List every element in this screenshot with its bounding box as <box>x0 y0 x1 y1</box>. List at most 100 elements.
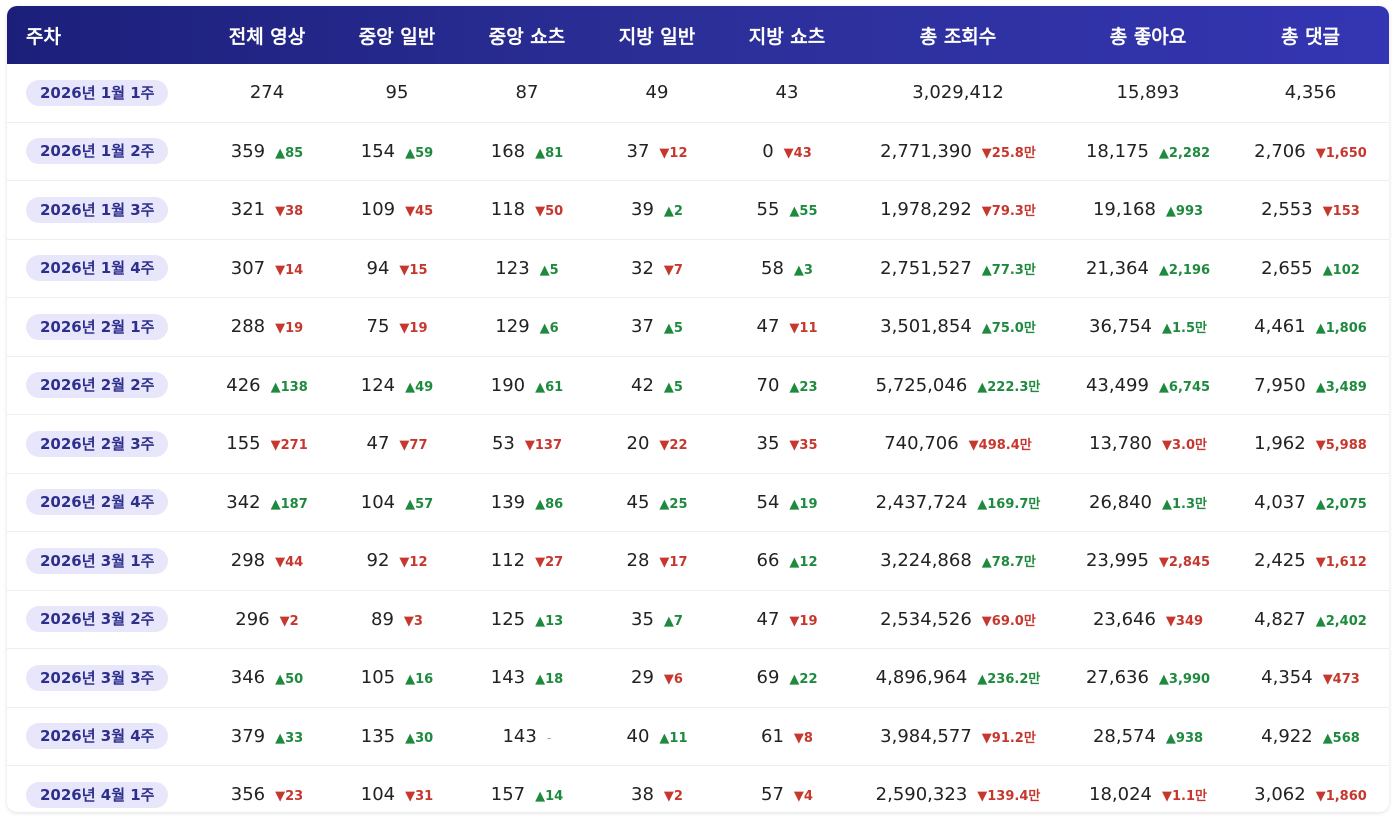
total-likes-value: 28,574 <box>1092 725 1156 747</box>
week-cell: 2026년 2월 4주 <box>7 473 202 532</box>
local-shorts-cell: 0 ▼43 <box>722 122 852 181</box>
total-views-value: 3,029,412 <box>912 82 1004 104</box>
central-shorts-cell: 53 ▼137 <box>462 414 592 474</box>
table-row: 2026년 3월 3주 346 ▲50 105 ▲16 143 ▲18 29 ▼6 69 ▲22 4,… <box>7 648 1389 708</box>
total-comments-cell: 2,655 ▲102 <box>1232 239 1389 298</box>
local-general-value: 20 <box>626 433 650 455</box>
col-header-total-videos[interactable]: 전체 영상 <box>228 25 306 48</box>
central-shorts-value: 53 <box>491 433 515 455</box>
total-likes-value: 23,646 <box>1092 608 1156 630</box>
local-general-change-indicator: ▲2 <box>663 204 683 220</box>
col-header-central-shorts[interactable]: 중앙 쇼츠 <box>488 25 566 48</box>
local-shorts-change-indicator: ▼35 <box>789 438 818 454</box>
table-row: 2026년 2월 1주 288 ▼19 75 ▼19 129 ▲6 37 ▲5 47 ▼11 3,50… <box>7 297 1389 357</box>
central-shorts-change-indicator: ▲81 <box>535 145 564 161</box>
total-likes-value: 27,636 <box>1085 667 1149 689</box>
local-general-value: 37 <box>626 140 650 162</box>
week-cell: 2026년 1월 1주 <box>7 64 202 123</box>
central-shorts-change-indicator: ▲13 <box>535 613 564 629</box>
local-shorts-change-indicator: ▼8 <box>793 730 813 746</box>
total-likes-value: 36,754 <box>1089 316 1152 338</box>
central-shorts-value: 87 <box>515 82 539 104</box>
central-general-change-indicator: ▼15 <box>399 262 428 278</box>
total-comments-change-indicator: ▼473 <box>1322 672 1360 688</box>
local-general-cell: 49 <box>592 64 722 123</box>
total-views-change-indicator: ▲169.7만 <box>977 496 1041 512</box>
total-comments-change-indicator: ▲568 <box>1322 730 1360 746</box>
total-likes-cell: 23,995 ▼2,845 <box>1064 531 1232 591</box>
total-videos-cell: 342 ▲187 <box>202 473 332 532</box>
col-header-week[interactable]: 주차 <box>26 25 61 48</box>
local-general-value: 35 <box>631 608 654 630</box>
total-comments-value: 2,553 <box>1261 199 1313 221</box>
local-shorts-change-indicator: ▼4 <box>793 789 813 805</box>
total-videos-cell: 288 ▼19 <box>202 297 332 357</box>
week-cell: 2026년 3월 3주 <box>7 648 202 708</box>
local-shorts-value: 54 <box>756 491 780 513</box>
total-views-cell: 2,751,527 ▲77.3만 <box>852 239 1064 298</box>
total-likes-value: 26,840 <box>1089 491 1152 513</box>
total-videos-change-indicator: ▲85 <box>275 145 304 161</box>
total-videos-value: 307 <box>230 257 266 279</box>
week-badge: 2026년 3월 4주 <box>26 723 169 750</box>
local-general-value: 42 <box>631 374 654 396</box>
week-badge: 2026년 1월 4주 <box>26 255 169 282</box>
total-likes-value: 43,499 <box>1085 374 1149 396</box>
total-videos-value: 321 <box>230 199 266 221</box>
central-general-change-indicator: ▼31 <box>405 789 434 805</box>
table-body: 2026년 1월 1주 274 95 87 49 43 3,029,412 15,893 4,3… <box>7 64 1389 812</box>
central-shorts-change-indicator: ▼137 <box>524 438 563 454</box>
local-shorts-cell: 66 ▲12 <box>722 531 852 591</box>
week-badge: 2026년 2월 1주 <box>26 313 169 340</box>
total-likes-change-indicator: ▲1.5만 <box>1161 321 1207 337</box>
total-views-value: 740,706 <box>884 433 959 455</box>
table-row: 2026년 3월 1주 298 ▼44 92 ▼12 112 ▼27 28 ▼17 66 ▲12 3,… <box>7 531 1389 591</box>
total-likes-change-indicator: ▲993 <box>1165 204 1204 220</box>
total-comments-value: 1,962 <box>1254 433 1306 455</box>
central-shorts-change-indicator: ▲5 <box>539 262 559 278</box>
total-comments-cell: 4,922 ▲568 <box>1232 707 1389 766</box>
col-header-local-shorts[interactable]: 지방 쇼츠 <box>748 25 826 48</box>
central-general-change-indicator: ▲57 <box>405 496 434 512</box>
local-shorts-value: 0 <box>762 140 774 162</box>
col-header-total-likes[interactable]: 총 좋아요 <box>1109 25 1187 48</box>
total-likes-change-indicator: ▼2,845 <box>1158 555 1211 571</box>
total-videos-value: 356 <box>230 784 266 806</box>
table-row: 2026년 3월 4주 379 ▲33 135 ▲30 143- 40 ▲11 61 ▼8 3,98… <box>7 707 1389 766</box>
central-general-value: 154 <box>360 140 396 162</box>
total-likes-cell: 26,840 ▲1.3만 <box>1064 473 1232 532</box>
total-likes-cell: 21,364 ▲2,196 <box>1064 239 1232 298</box>
local-shorts-cell: 55 ▲55 <box>722 180 852 240</box>
central-general-change-indicator: ▼12 <box>399 555 428 571</box>
central-shorts-value: 112 <box>490 550 526 572</box>
total-likes-change-indicator: ▲2,196 <box>1158 262 1211 278</box>
total-videos-value: 296 <box>235 608 270 630</box>
col-header-local-general[interactable]: 지방 일반 <box>618 25 696 48</box>
col-header-total-views[interactable]: 총 조회수 <box>919 25 997 48</box>
total-videos-value: 426 <box>226 374 261 396</box>
total-comments-change-indicator: ▲3,489 <box>1315 379 1367 395</box>
total-comments-value: 4,922 <box>1261 725 1313 747</box>
total-comments-cell: 1,962 ▼5,988 <box>1232 414 1389 474</box>
total-comments-value: 3,062 <box>1254 784 1306 806</box>
col-header-total-comments[interactable]: 총 댓글 <box>1280 25 1341 48</box>
week-cell: 2026년 1월 2주 <box>7 122 202 181</box>
col-header-central-general[interactable]: 중앙 일반 <box>358 25 436 48</box>
total-videos-change-indicator: ▼23 <box>275 789 304 805</box>
total-views-value: 2,751,527 <box>880 257 972 279</box>
central-general-cell: 109 ▼45 <box>332 180 462 240</box>
total-views-value: 2,590,323 <box>875 784 968 806</box>
local-general-value: 38 <box>631 784 654 806</box>
total-videos-cell: 274 <box>202 64 332 123</box>
local-shorts-value: 47 <box>756 608 780 630</box>
central-shorts-cell: 118 ▼50 <box>462 180 592 240</box>
central-general-cell: 105 ▲16 <box>332 648 462 708</box>
local-shorts-change-indicator: ▼19 <box>789 613 818 629</box>
local-general-cell: 28 ▼17 <box>592 531 722 591</box>
total-views-value: 3,984,577 <box>880 725 972 747</box>
local-general-cell: 42 ▲5 <box>592 356 722 415</box>
central-general-cell: 92 ▼12 <box>332 531 462 591</box>
table-row: 2026년 2월 3주 155 ▼271 47 ▼77 53 ▼137 20 ▼22 35 ▼35 7… <box>7 414 1389 474</box>
total-comments-cell: 4,354 ▼473 <box>1232 648 1389 708</box>
local-general-cell: 38 ▼2 <box>592 766 722 813</box>
